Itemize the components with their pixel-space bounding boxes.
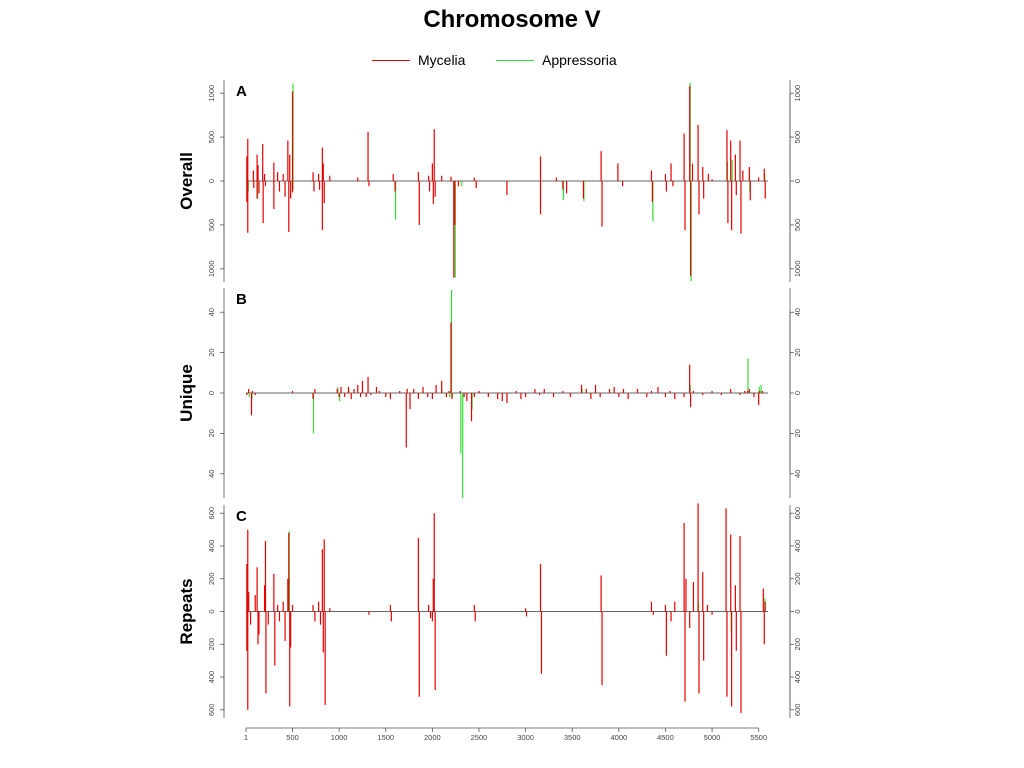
x-tick-label: 3000: [517, 733, 534, 742]
panel-c-right-tick-label: 200: [793, 638, 802, 651]
panel-a-right-tick-label: 500: [793, 219, 802, 232]
panel-c-right-tick-label: 400: [793, 540, 802, 553]
x-tick-label: 1000: [331, 733, 348, 742]
x-tick-label: 5500: [750, 733, 767, 742]
panel-b-right-tick-label: 20: [793, 429, 802, 437]
legend-label-mycelia: Mycelia: [418, 52, 466, 68]
panel-a-left-tick-label: 1000: [207, 260, 216, 277]
panel-a-right-tick-label: 0: [793, 179, 802, 183]
panel-a-left-tick-label: 500: [207, 219, 216, 232]
x-tick-label: 5000: [704, 733, 721, 742]
panel-c-left-tick-label: 200: [207, 638, 216, 651]
panel-c-left-tick-label: 600: [207, 507, 216, 520]
panel-c-left-tick-label: 600: [207, 704, 216, 717]
panel-b-label: B: [236, 291, 247, 308]
panel-a-left-tick-label: 0: [207, 179, 216, 183]
panel-a-ylabel: Overall: [177, 152, 196, 210]
panel-c-right-tick-label: 200: [793, 572, 802, 585]
x-tick-label: 2000: [424, 733, 441, 742]
panel-b-right-tick-label: 40: [793, 308, 802, 316]
x-tick-label: 2500: [471, 733, 488, 742]
panel-b-right-tick-label: 20: [793, 348, 802, 356]
panel-c-right-tick-label: 400: [793, 671, 802, 684]
x-tick-label: 500: [286, 733, 299, 742]
page-title: Chromosome V: [423, 6, 601, 33]
panel-c-left-tick-label: 200: [207, 572, 216, 585]
panel-b-right-tick-label: 40: [793, 470, 802, 478]
panel-a-right-tick-label: 1000: [793, 260, 802, 277]
legend-swatch-appressoria: [496, 60, 534, 61]
panel-c-right-tick-label: 0: [793, 609, 802, 613]
x-tick-label: 1: [244, 733, 248, 742]
panel-c-right-tick-label: 600: [793, 507, 802, 520]
panel-a-right-tick-label: 500: [793, 131, 802, 144]
panel-b-left-tick-label: 40: [207, 470, 216, 478]
panel-b-left-tick-label: 0: [207, 391, 216, 395]
panel-c-left-tick-label: 400: [207, 540, 216, 553]
panel-a-left-tick-label: 1000: [207, 85, 216, 102]
panel-c-left-tick-label: 400: [207, 671, 216, 684]
x-tick-label: 4500: [657, 733, 674, 742]
legend-label-appressoria: Appressoria: [542, 52, 617, 68]
panel-b-left-tick-label: 20: [207, 348, 216, 356]
x-tick-label: 1500: [377, 733, 394, 742]
x-tick-label: 4000: [610, 733, 627, 742]
legend-swatch-mycelia: [372, 60, 410, 61]
panel-c-label: C: [236, 508, 247, 525]
panel-b-left-tick-label: 20: [207, 429, 216, 437]
panel-c-ylabel: Repeats: [177, 578, 196, 644]
panel-c-right-tick-label: 600: [793, 704, 802, 717]
panel-b-ylabel: Unique: [177, 364, 196, 422]
panel-c-left-tick-label: 0: [207, 609, 216, 613]
panel-a-right-tick-label: 1000: [793, 85, 802, 102]
x-tick-label: 3500: [564, 733, 581, 742]
panel-a-left-tick-label: 500: [207, 131, 216, 144]
panel-a-label: A: [236, 83, 247, 100]
panel-b-right-tick-label: 0: [793, 391, 802, 395]
panel-b-left-tick-label: 40: [207, 308, 216, 316]
